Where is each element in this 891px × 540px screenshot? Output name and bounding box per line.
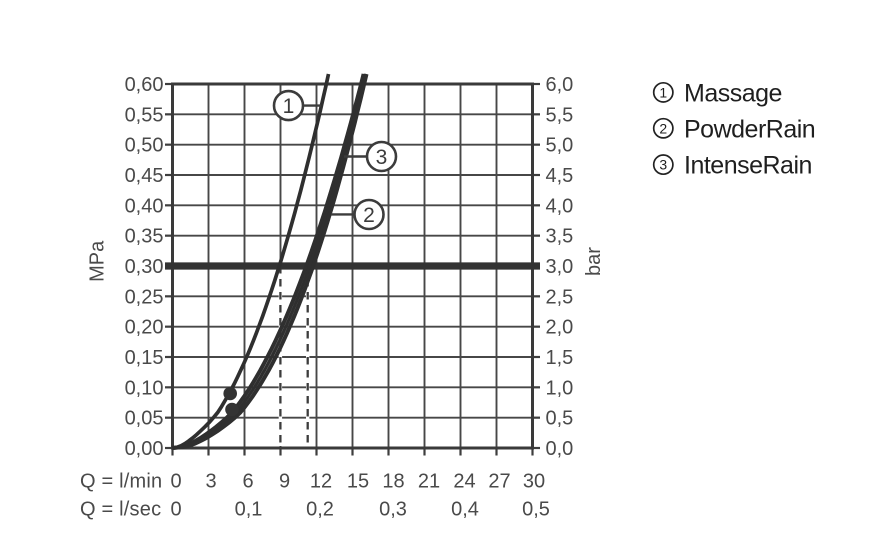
- svg-text:18: 18: [382, 471, 404, 493]
- svg-text:IntenseRain: IntenseRain: [684, 152, 812, 180]
- svg-text:Q = l/sec: Q = l/sec: [80, 499, 161, 521]
- svg-text:3,5: 3,5: [546, 226, 574, 248]
- svg-text:15: 15: [347, 471, 369, 493]
- svg-text:0,20: 0,20: [125, 317, 164, 339]
- svg-text:0,4: 0,4: [451, 499, 479, 521]
- svg-text:2,0: 2,0: [546, 317, 574, 339]
- svg-text:PowderRain: PowderRain: [684, 115, 815, 143]
- svg-text:2: 2: [363, 204, 375, 227]
- svg-text:0,35: 0,35: [125, 226, 164, 248]
- svg-text:0,50: 0,50: [125, 135, 164, 157]
- svg-text:3,0: 3,0: [546, 256, 574, 278]
- svg-text:MPa: MPa: [86, 240, 108, 282]
- svg-text:3: 3: [376, 146, 388, 169]
- svg-text:0: 0: [170, 471, 181, 493]
- svg-text:27: 27: [488, 471, 510, 493]
- svg-text:1: 1: [283, 95, 295, 118]
- svg-text:0,60: 0,60: [125, 74, 164, 96]
- svg-text:0,25: 0,25: [125, 286, 164, 308]
- svg-text:1,0: 1,0: [546, 377, 574, 399]
- svg-text:4,5: 4,5: [546, 165, 574, 187]
- svg-text:9: 9: [279, 471, 290, 493]
- svg-text:0,45: 0,45: [125, 165, 164, 187]
- svg-text:2,5: 2,5: [546, 286, 574, 308]
- svg-text:12: 12: [310, 471, 332, 493]
- svg-text:6: 6: [242, 471, 253, 493]
- svg-text:3: 3: [205, 471, 216, 493]
- svg-text:2: 2: [659, 120, 667, 136]
- svg-text:4,0: 4,0: [546, 195, 574, 217]
- svg-text:1: 1: [659, 84, 667, 100]
- svg-text:Q = l/min: Q = l/min: [80, 471, 162, 493]
- svg-text:0,10: 0,10: [125, 377, 164, 399]
- svg-text:Massage: Massage: [684, 80, 782, 108]
- svg-text:0,3: 0,3: [379, 499, 407, 521]
- svg-text:0,40: 0,40: [125, 195, 164, 217]
- svg-text:5,5: 5,5: [546, 104, 574, 126]
- svg-text:0,0: 0,0: [546, 438, 574, 460]
- svg-text:0,00: 0,00: [125, 438, 164, 460]
- svg-text:3: 3: [659, 157, 667, 173]
- svg-text:0,55: 0,55: [125, 104, 164, 126]
- svg-text:0,05: 0,05: [125, 408, 164, 430]
- svg-text:0,5: 0,5: [546, 408, 574, 430]
- svg-text:0: 0: [170, 499, 181, 521]
- svg-text:6,0: 6,0: [546, 74, 574, 96]
- svg-text:0,2: 0,2: [306, 499, 334, 521]
- svg-text:5,0: 5,0: [546, 135, 574, 157]
- svg-text:0,30: 0,30: [125, 256, 164, 278]
- svg-text:1,5: 1,5: [546, 347, 574, 369]
- svg-text:24: 24: [453, 471, 475, 493]
- svg-text:0,5: 0,5: [522, 499, 550, 521]
- svg-text:0,1: 0,1: [235, 499, 263, 521]
- svg-text:21: 21: [418, 471, 440, 493]
- svg-text:30: 30: [523, 471, 545, 493]
- svg-text:0,15: 0,15: [125, 347, 164, 369]
- svg-text:bar: bar: [583, 247, 605, 276]
